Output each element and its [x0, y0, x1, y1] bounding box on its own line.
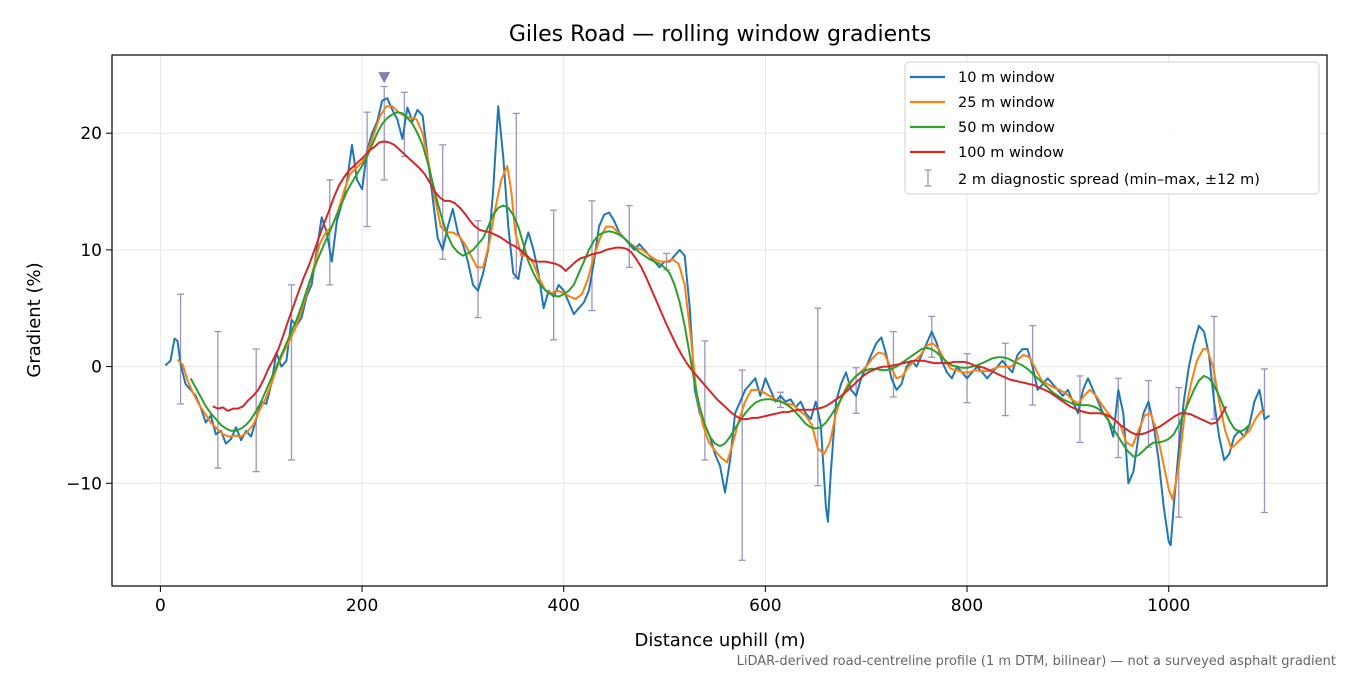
- spread-bar: [1076, 375, 1084, 444]
- spread-bar: [588, 200, 596, 312]
- legend-box: [904, 61, 1320, 195]
- spread-bar: [814, 307, 822, 487]
- y-tick-label: 10: [80, 241, 102, 261]
- spread-bar: [363, 111, 371, 228]
- x-axis-label: Distance uphill (m): [635, 630, 806, 651]
- legend-label-25m: 25 m window: [958, 95, 1055, 111]
- y-axis-label: Gradient (%): [24, 262, 45, 377]
- spread-bars: [177, 85, 1268, 561]
- spread-bar: [928, 315, 936, 358]
- y-tick-label: 0: [91, 358, 102, 378]
- legend-label-spread: 2 m diagnostic spread (min–max, ±12 m): [958, 172, 1260, 188]
- legend-label-100m: 100 m window: [958, 145, 1064, 161]
- x-tick-label: 200: [346, 596, 378, 616]
- spread-bar: [550, 209, 558, 341]
- series-lines: [164, 97, 1271, 547]
- x-tick-label: 600: [749, 596, 781, 616]
- series-line-2: [176, 105, 1265, 501]
- spread-bar: [889, 330, 897, 398]
- spread-bar: [1260, 368, 1268, 514]
- spread-bar: [177, 293, 185, 405]
- x-tick-label: 1000: [1147, 596, 1190, 616]
- spread-bar: [214, 330, 222, 469]
- footnote: LiDAR-derived road-centreline profile (1…: [737, 654, 1336, 669]
- spread-bar: [474, 220, 482, 319]
- spread-bar: [512, 112, 520, 279]
- spread-bar: [701, 340, 709, 461]
- series-line-3: [189, 111, 1251, 458]
- spread-bar: [625, 204, 633, 269]
- legend-label-10m: 10 m window: [958, 70, 1055, 86]
- x-tick-label: 400: [547, 596, 579, 616]
- spread-bar: [1001, 342, 1009, 417]
- legend-label-50m: 50 m window: [958, 120, 1055, 136]
- spread-bar: [738, 369, 746, 561]
- axis-ticks: 0 200 400 600 800 1000 −10 0 10 20: [66, 124, 1190, 616]
- y-tick-label: −10: [66, 474, 102, 494]
- spread-bar: [380, 85, 388, 181]
- x-tick-label: 800: [951, 596, 983, 616]
- legend-swatch-spread: [924, 169, 932, 187]
- spread-bar: [439, 144, 447, 260]
- chart-title: Giles Road — rolling window gradients: [509, 22, 931, 47]
- x-tick-label: 0: [155, 596, 166, 616]
- legend: 10 m window 25 m window 50 m window 100 …: [904, 61, 1320, 195]
- peak-marker: [378, 72, 391, 84]
- plot-frame: [111, 54, 1328, 587]
- peak-marker-triangle: [378, 72, 391, 84]
- y-tick-label: 20: [80, 124, 102, 144]
- series-line-4: [212, 140, 1228, 436]
